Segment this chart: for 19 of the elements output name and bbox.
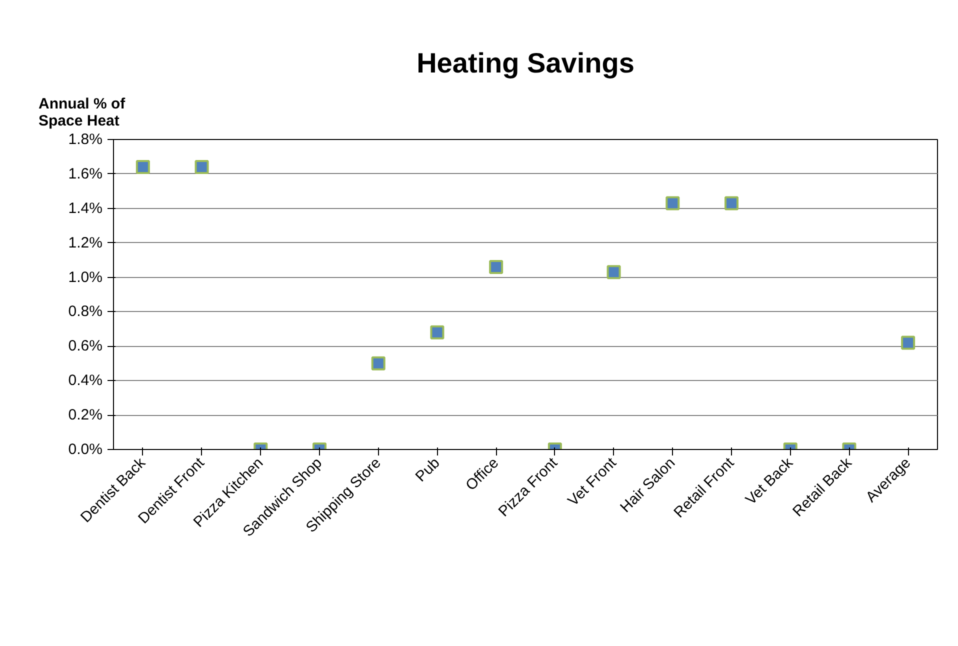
y-tick-label: 0.4% xyxy=(68,372,103,390)
y-tick-label: 1.0% xyxy=(68,268,103,286)
point xyxy=(136,160,150,174)
y-tick-label: 1.8% xyxy=(68,131,103,148)
x-tick-label: Pub xyxy=(412,454,444,486)
chart-title: Heating Savings xyxy=(416,48,634,78)
y-tick-label: 0.0% xyxy=(68,441,103,458)
y-tick-label: 0.2% xyxy=(68,406,103,424)
y-tick-label: 1.6% xyxy=(68,165,103,182)
point xyxy=(724,196,738,210)
point xyxy=(606,265,621,280)
y-tick-label: 0.8% xyxy=(68,303,103,320)
point xyxy=(666,196,680,210)
point xyxy=(194,160,209,174)
y-tick-label: 1.4% xyxy=(68,200,103,217)
y-tick-label: 1.2% xyxy=(68,234,103,252)
point xyxy=(489,260,504,274)
y-tick-label: 0.6% xyxy=(68,338,103,355)
y-axis-title: Annual % of Space Heat xyxy=(38,96,126,130)
